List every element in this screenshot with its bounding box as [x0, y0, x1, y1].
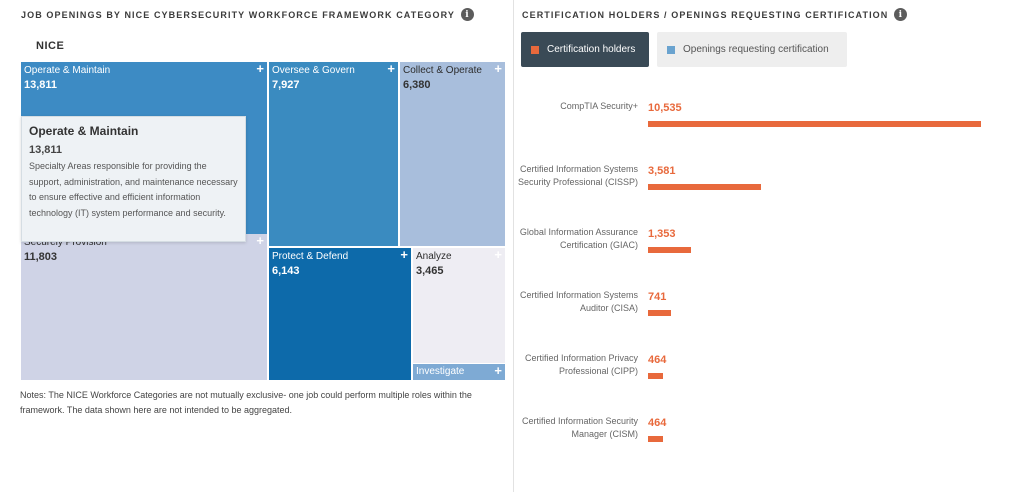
expand-plus-icon[interactable]: +	[256, 62, 264, 76]
right-panel-title-text: CERTIFICATION HOLDERS / OPENINGS REQUEST…	[522, 9, 889, 20]
cert-bar[interactable]	[648, 373, 663, 379]
cert-value: 10,535	[648, 102, 682, 114]
cert-bar[interactable]	[648, 184, 761, 190]
swatch-icon	[531, 45, 539, 54]
tile-value: 6,143	[272, 265, 300, 277]
cert-label: CompTIA Security+	[560, 101, 638, 111]
cert-value: 464	[648, 417, 667, 429]
cert-label: Certified Information Systems Security P…	[517, 164, 638, 187]
tile-value: 7,927	[272, 79, 300, 91]
cert-bar[interactable]	[648, 436, 663, 442]
toggle-certification-holders[interactable]: Certification holders	[521, 32, 649, 67]
tile-name: Analyze	[416, 251, 452, 262]
tooltip-description: Specialty Areas responsible for providin…	[29, 161, 238, 218]
cert-bar[interactable]	[648, 247, 691, 253]
treemap-tile[interactable]: Collect & Operate 6,380 +	[400, 62, 505, 246]
cert-label: Certified Information Security Manager (…	[521, 416, 638, 439]
tile-value: 6,380	[403, 79, 431, 91]
info-icon[interactable]: i	[461, 8, 474, 21]
tile-name: Collect & Operate	[403, 65, 482, 76]
expand-plus-icon[interactable]: +	[494, 364, 502, 378]
tile-value: 11,803	[24, 251, 58, 263]
tile-name: Investigate	[416, 366, 465, 377]
treemap-tile[interactable]: Securely Provision 11,803 +	[21, 234, 267, 380]
left-panel-title-text: JOB OPENINGS BY NICE CYBERSECURITY WORKF…	[21, 9, 455, 20]
cert-value: 3,581	[648, 165, 676, 177]
cert-label: Certified Information Privacy Profession…	[524, 353, 638, 376]
treemap-tile[interactable]: Investigate +	[413, 364, 505, 380]
expand-plus-icon[interactable]: +	[494, 62, 502, 76]
toggle-label: Openings requesting certification	[683, 44, 829, 55]
notes-text: Notes: The NICE Workforce Categories are…	[20, 390, 472, 415]
cert-value: 464	[648, 354, 667, 366]
cert-value: 1,353	[648, 228, 676, 240]
treemap-tile[interactable]: Analyze 3,465 +	[413, 248, 505, 363]
treemap-tooltip: Operate & Maintain 13,811 Specialty Area…	[21, 116, 246, 242]
panel-divider	[513, 0, 514, 492]
tile-value: 3,465	[416, 265, 444, 277]
tile-name: Oversee & Govern	[272, 65, 355, 76]
cert-value: 741	[648, 291, 667, 303]
expand-plus-icon[interactable]: +	[387, 62, 395, 76]
tile-name: Securely Provision	[24, 237, 107, 248]
expand-plus-icon[interactable]: +	[400, 248, 408, 262]
tile-name: Protect & Defend	[272, 251, 349, 262]
cert-label: Global Information Assurance Certificati…	[519, 227, 638, 250]
info-icon[interactable]: i	[894, 8, 908, 21]
tile-name: Operate & Maintain	[24, 65, 111, 76]
tooltip-value: 13,811	[29, 144, 63, 156]
treemap-tile[interactable]: Protect & Defend 6,143 +	[269, 248, 411, 380]
expand-plus-icon[interactable]: +	[494, 248, 502, 262]
treemap-tile[interactable]: Oversee & Govern 7,927 +	[269, 62, 398, 246]
left-panel-title: JOB OPENINGS BY NICE CYBERSECURITY WORKF…	[21, 8, 474, 21]
tile-value: 13,811	[24, 79, 58, 91]
swatch-icon	[667, 45, 675, 54]
cert-label: Certified Information Systems Auditor (C…	[519, 290, 638, 313]
treemap-root-label[interactable]: NICE	[36, 40, 65, 52]
cert-bar[interactable]	[648, 310, 671, 316]
expand-plus-icon[interactable]: +	[256, 234, 264, 248]
tooltip-title: Operate & Maintain	[29, 124, 139, 138]
toggle-openings-requesting[interactable]: Openings requesting certification	[657, 32, 847, 67]
toggle-label: Certification holders	[547, 44, 636, 55]
right-panel-title: CERTIFICATION HOLDERS / OPENINGS REQUEST…	[522, 8, 908, 21]
cert-bar[interactable]	[648, 121, 981, 127]
